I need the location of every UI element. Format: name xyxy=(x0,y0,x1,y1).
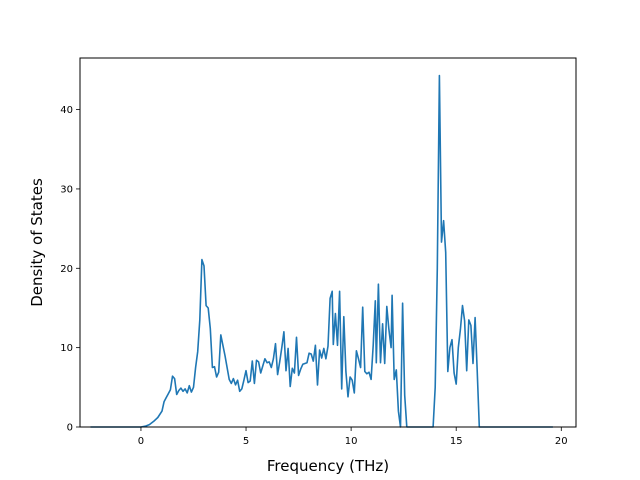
x-tick-label: 15 xyxy=(450,436,463,447)
x-axis-ticks: 0 5 10 15 20 xyxy=(138,427,568,447)
x-tick-label: 5 xyxy=(243,436,249,447)
plot-area xyxy=(80,58,576,427)
axes-frame xyxy=(79,57,577,428)
y-axis-label: Density of States xyxy=(28,178,46,307)
x-tick-label: 20 xyxy=(555,436,568,447)
y-tick-label: 30 xyxy=(60,184,73,195)
y-tick-label: 40 xyxy=(60,105,73,116)
y-tick-label: 0 xyxy=(67,423,73,434)
y-tick-label: 20 xyxy=(60,264,73,275)
y-tick-label: 10 xyxy=(60,343,73,354)
x-tick-label: 10 xyxy=(345,436,358,447)
x-axis-label: Frequency (THz) xyxy=(267,457,389,475)
x-tick-label: 0 xyxy=(138,436,144,447)
y-axis-ticks: 0 10 20 30 40 xyxy=(60,105,80,434)
